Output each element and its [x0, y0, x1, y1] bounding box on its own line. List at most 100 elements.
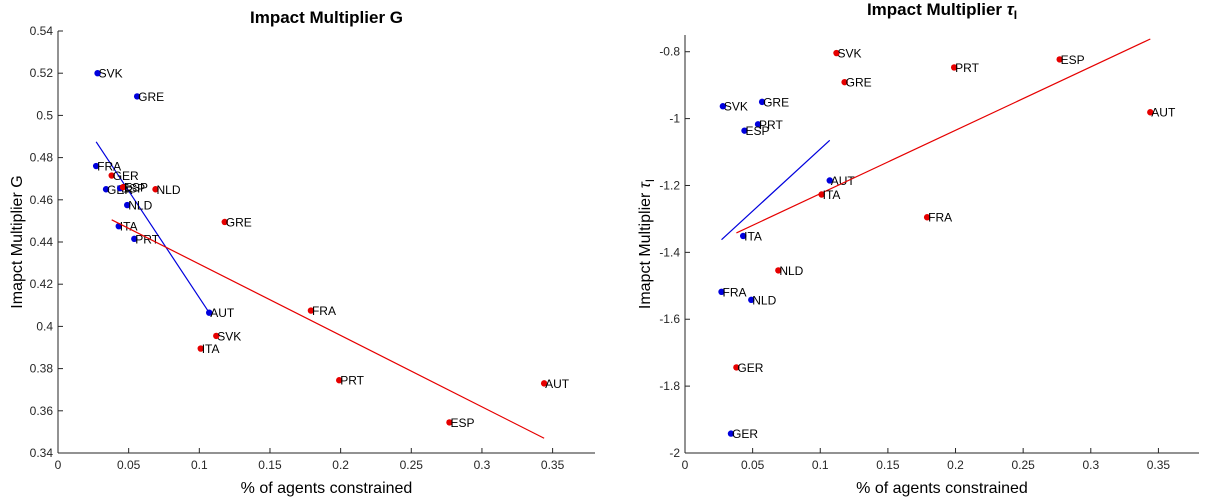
blue-data-point [94, 70, 101, 77]
point-label: PRT [340, 374, 364, 388]
x-tick-label: 0.15 [258, 458, 282, 472]
red-data-point [775, 267, 782, 274]
point-label: GER [732, 427, 758, 441]
y-tick-label: -1.2 [659, 178, 680, 192]
red-data-point [213, 332, 220, 340]
point-label: GRE [846, 76, 872, 90]
y-tick-label: -1.4 [659, 245, 680, 259]
blue-data-point [758, 98, 766, 106]
right-chart: 0 0.05 0.1 0.15 0.2 0.25 0.3 0.35 -2 -1.8 -1.6 -1.4… [637, 0, 1199, 497]
point-label: SVK [724, 100, 748, 114]
y-tick-label: 0.42 [30, 277, 54, 291]
blue-data-point [748, 296, 755, 304]
point-label: ITA [744, 229, 762, 243]
point-label: FRA [723, 285, 747, 299]
y-tick-label: -1.6 [659, 312, 680, 326]
y-axis-label: Imapct Multiplier τI [637, 179, 657, 309]
y-tick-label: -0.8 [659, 45, 680, 59]
red-data-point [841, 78, 848, 86]
red-data-point [108, 172, 115, 179]
x-tick-label: 0.05 [741, 458, 765, 472]
y-tick-label: 0.4 [36, 319, 53, 333]
y-tick-label: 0.48 [30, 151, 54, 165]
x-tick-label: 0.15 [876, 458, 900, 472]
x-tick-label: 0.25 [1011, 458, 1035, 472]
point-label: ITA [823, 188, 841, 202]
x-tick-label: 0.3 [1082, 458, 1099, 472]
y-tick-label: -1.8 [659, 379, 680, 393]
y-tick-label: -1 [669, 112, 680, 126]
y-tick-label: 0.46 [30, 193, 54, 207]
y-tick-label: 0.5 [36, 108, 53, 122]
red-data-point [446, 419, 453, 426]
point-label: ESP [746, 124, 770, 138]
point-label: NLD [128, 199, 152, 213]
red-data-point [152, 186, 159, 193]
x-tick-label: 0.35 [541, 458, 565, 472]
y-tick-label: 0.54 [30, 24, 54, 38]
point-label: ESP [1061, 53, 1085, 67]
red-data-point [336, 377, 343, 384]
x-tick-label: 0.05 [117, 458, 141, 472]
point-label: SVK [99, 67, 123, 81]
point-label: ESP [124, 181, 148, 195]
x-axis-label: % of agents constrained [241, 480, 413, 497]
left-chart: 0 0.05 0.1 0.15 0.2 0.25 0.3 0.35 0.34 0.36 0.38 0.… [9, 8, 595, 497]
red-data-point [221, 218, 228, 226]
blue-data-point [727, 430, 735, 437]
x-tick-label: 0.2 [332, 458, 349, 472]
point-label: AUT [831, 174, 856, 188]
y-tick-label: 0.34 [30, 446, 54, 460]
y-tick-label: -2 [669, 446, 680, 460]
x-tick-label: 0.1 [812, 458, 829, 472]
blue-fit-line [95, 141, 210, 314]
blue-fit-line [721, 139, 831, 241]
y-tick-label: 0.38 [30, 362, 54, 376]
y-tick-label: 0.52 [30, 66, 54, 80]
red-data-point [1147, 109, 1154, 116]
x-tick-label: 0 [682, 458, 689, 472]
blue-data-point [102, 186, 110, 193]
red-data-point [950, 64, 958, 71]
y-tick-label: 0.36 [30, 404, 54, 418]
point-label: SVK [217, 329, 241, 343]
red-data-point [833, 49, 840, 57]
blue-data-point [741, 127, 748, 134]
blue-data-point [92, 162, 100, 170]
y-tick-label: 0.44 [30, 235, 54, 249]
point-label: SVK [837, 47, 861, 61]
red-fit-line [736, 38, 1151, 234]
red-data-point [1056, 56, 1063, 63]
point-label: ESP [450, 416, 474, 430]
blue-data-point [754, 121, 762, 128]
point-label: PRT [759, 118, 783, 132]
blue-data-point [206, 309, 213, 316]
x-axis-label: % of agents constrained [856, 480, 1028, 497]
x-tick-label: 0.1 [191, 458, 208, 472]
point-label: GRE [226, 215, 252, 229]
point-label: NLD [157, 183, 181, 197]
point-label: FRA [312, 304, 336, 318]
red-data-point [540, 380, 548, 387]
point-label: NLD [752, 293, 776, 307]
chart-title: Impact Multiplier τI [867, 0, 1017, 22]
blue-data-point [718, 288, 725, 296]
point-label: NLD [779, 264, 803, 278]
x-tick-label: 0.25 [400, 458, 424, 472]
point-label: GRE [138, 90, 164, 104]
point-label: AUT [1151, 106, 1176, 120]
red-data-point [197, 345, 204, 352]
point-label: GER [737, 361, 763, 375]
point-label: GER [113, 169, 139, 183]
red-data-point [307, 307, 315, 314]
blue-data-point [739, 232, 747, 240]
red-data-point [733, 364, 740, 371]
point-label: ESP [121, 182, 145, 196]
x-tick-label: 0.2 [947, 458, 964, 472]
x-tick-label: 0.35 [1147, 458, 1171, 472]
blue-data-point [133, 93, 141, 100]
red-fit-line [111, 219, 545, 439]
y-axis-label: Imapct Multiplier G [9, 175, 26, 308]
